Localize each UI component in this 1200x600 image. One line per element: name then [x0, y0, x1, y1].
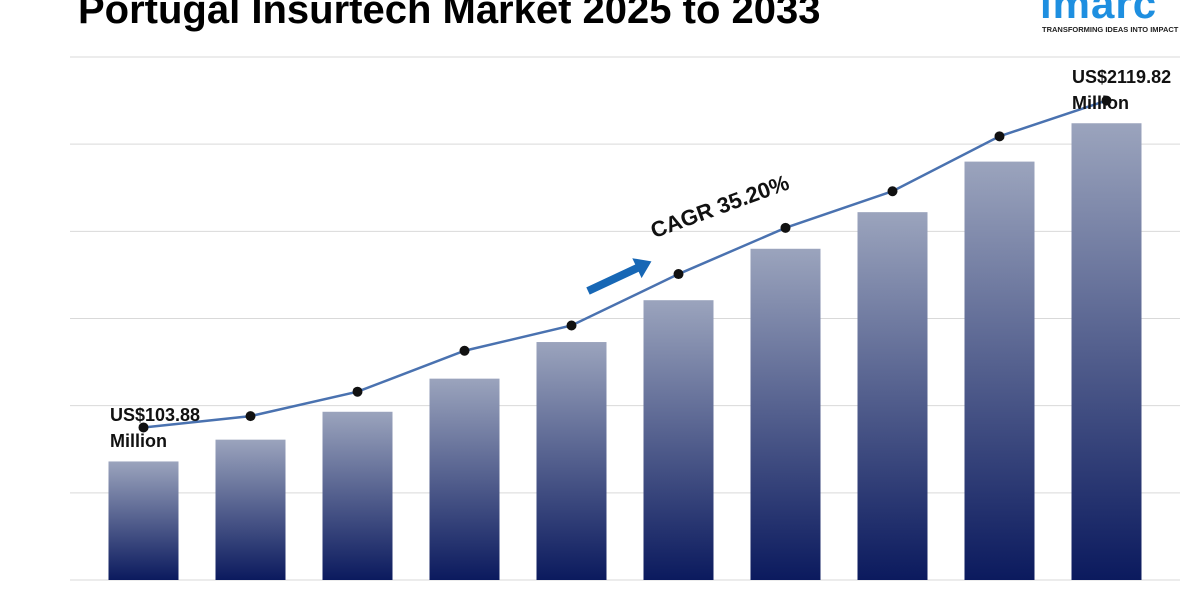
- trend-point: [673, 269, 684, 280]
- logo-tagline: TRANSFORMING IDEAS INTO IMPACT: [1042, 25, 1179, 34]
- bar: [643, 300, 714, 580]
- trend-point: [994, 131, 1005, 142]
- trend-point: [566, 320, 577, 331]
- trend-point: [1101, 95, 1112, 106]
- bar: [750, 248, 821, 580]
- trend-line: [143, 99, 1107, 429]
- bar: [1071, 123, 1142, 580]
- bar: [429, 378, 500, 580]
- trend-point: [459, 345, 470, 356]
- trend-point: [887, 186, 898, 197]
- end-annotation: US$2119.82 Million: [1072, 67, 1172, 113]
- bar: [108, 461, 179, 580]
- bar: [857, 212, 928, 580]
- trend-point: [780, 222, 791, 233]
- bar: [322, 411, 393, 580]
- trend-point: [138, 422, 149, 433]
- bar: [536, 342, 607, 580]
- arrow: [586, 258, 652, 295]
- logo: imarc: [1040, 0, 1158, 27]
- start-annotation: US$103.88 Million: [110, 405, 201, 451]
- trend-point: [245, 411, 256, 422]
- bar: [964, 161, 1035, 580]
- trend-point: [352, 386, 363, 397]
- bar: [215, 439, 286, 580]
- chart-title: Portugal Insurtech Market 2025 to 2033: [78, 0, 821, 32]
